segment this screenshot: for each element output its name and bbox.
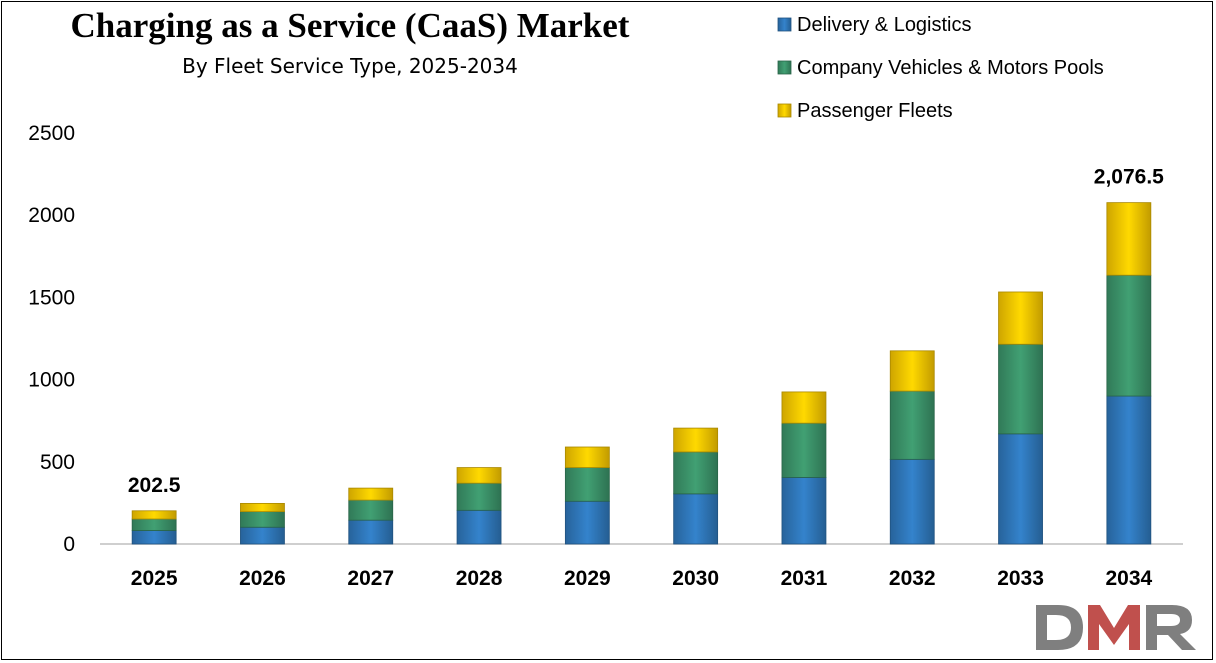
bar-segment-passenger-fleets-2029 xyxy=(564,446,610,468)
bar-segment-delivery-logistics-2032 xyxy=(889,458,935,545)
bar-segment-delivery-logistics-2033 xyxy=(998,433,1043,545)
x-tick-label: 2025 xyxy=(131,567,178,590)
bar-segment-delivery-logistics-2029 xyxy=(564,500,610,545)
bar-segment-delivery-logistics-2030 xyxy=(673,493,719,545)
x-tick-label: 2027 xyxy=(347,567,394,590)
x-tick-label: 2029 xyxy=(564,567,611,590)
bar-segment-company-vehicles-motors-pools-2032 xyxy=(889,390,935,460)
bar-segment-company-vehicles-motors-pools-2034 xyxy=(1106,274,1152,397)
bar-segment-company-vehicles-motors-pools-2030 xyxy=(673,451,719,495)
bar-segment-delivery-logistics-2025 xyxy=(131,530,177,545)
bar-segment-delivery-logistics-2034 xyxy=(1106,395,1152,545)
x-tick-label: 2033 xyxy=(997,567,1044,590)
bar-segment-company-vehicles-motors-pools-2026 xyxy=(240,511,285,528)
y-axis-ticks: 0 500 1000 1500 2000 2500 xyxy=(28,122,75,556)
x-tick-label: 2032 xyxy=(889,567,936,590)
total-data-label: 2,076.5 xyxy=(1094,166,1164,189)
legend-label: Delivery & Logistics xyxy=(797,14,972,36)
bar-segment-passenger-fleets-2034 xyxy=(1106,202,1152,276)
total-labels: 202.5 2,076.5 xyxy=(128,166,1164,497)
logo-letter-r xyxy=(1146,605,1196,650)
bar-segment-company-vehicles-motors-pools-2028 xyxy=(456,482,502,511)
legend-swatch xyxy=(777,103,792,118)
total-data-label: 202.5 xyxy=(128,474,181,497)
legend-label: Passenger Fleets xyxy=(797,100,953,122)
x-tick-label: 2026 xyxy=(239,567,286,590)
bar-segment-passenger-fleets-2026 xyxy=(240,502,285,513)
bar-segment-company-vehicles-motors-pools-2027 xyxy=(348,499,394,521)
bar-segment-delivery-logistics-2027 xyxy=(348,519,394,545)
y-tick-label: 2000 xyxy=(28,204,75,227)
bar-segment-passenger-fleets-2028 xyxy=(456,467,502,484)
chart-title: Charging as a Service (CaaS) Market xyxy=(70,6,630,45)
x-tick-label: 2030 xyxy=(672,567,719,590)
bar-segment-passenger-fleets-2033 xyxy=(998,291,1043,345)
y-tick-label: 2500 xyxy=(28,122,75,145)
dmr-logo xyxy=(1036,605,1196,650)
bar-segment-delivery-logistics-2031 xyxy=(781,477,827,545)
bar-segment-company-vehicles-motors-pools-2033 xyxy=(998,343,1043,435)
y-tick-label: 1500 xyxy=(28,286,75,309)
bar-segment-delivery-logistics-2026 xyxy=(240,526,285,545)
bar-segment-company-vehicles-motors-pools-2025 xyxy=(131,518,177,531)
y-tick-label: 0 xyxy=(63,533,75,556)
bars-group xyxy=(131,202,1152,545)
x-tick-label: 2031 xyxy=(781,567,828,590)
x-tick-label: 2028 xyxy=(456,567,503,590)
bar-segment-passenger-fleets-2032 xyxy=(889,350,935,392)
logo-letter-m xyxy=(1088,605,1140,650)
bar-segment-passenger-fleets-2027 xyxy=(348,487,394,501)
y-tick-label: 500 xyxy=(40,451,75,474)
legend: Delivery & Logistics Company Vehicles & M… xyxy=(777,14,1104,122)
logo-letter-d xyxy=(1036,605,1083,650)
bar-segment-company-vehicles-motors-pools-2031 xyxy=(781,422,827,478)
legend-swatch xyxy=(777,60,792,75)
bar-segment-passenger-fleets-2031 xyxy=(781,391,827,424)
bar-segment-passenger-fleets-2025 xyxy=(131,510,177,520)
legend-label: Company Vehicles & Motors Pools xyxy=(797,57,1104,79)
bar-segment-company-vehicles-motors-pools-2029 xyxy=(564,467,610,502)
legend-swatch xyxy=(777,17,792,32)
x-tick-label: 2034 xyxy=(1105,567,1152,590)
bar-segment-passenger-fleets-2030 xyxy=(673,427,719,453)
chart-subtitle: By Fleet Service Type, 2025-2034 xyxy=(182,54,518,78)
y-tick-label: 1000 xyxy=(28,369,75,392)
x-axis-ticks: 2025 2026 2027 2028 2029 2030 2031 2032 2033 2034 xyxy=(131,567,1153,590)
bar-segment-delivery-logistics-2028 xyxy=(456,509,502,545)
